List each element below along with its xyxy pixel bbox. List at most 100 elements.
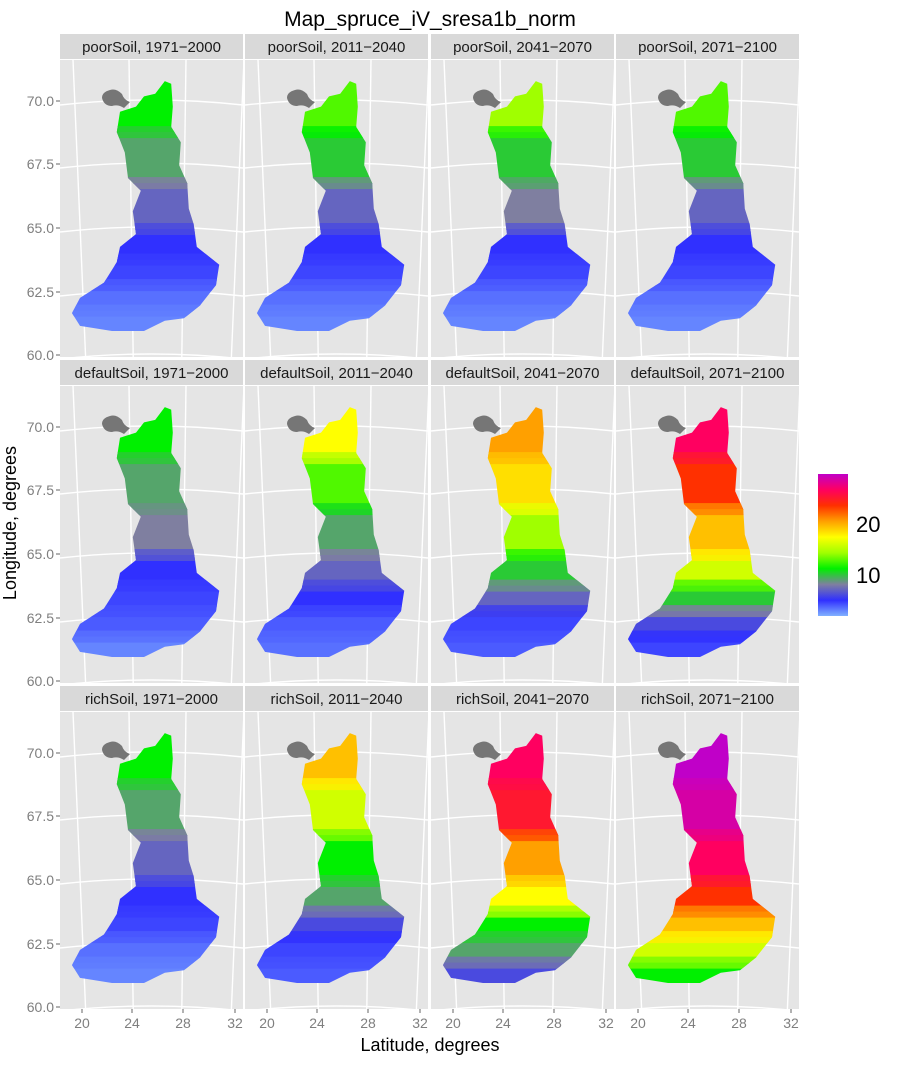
y-tick-label: 65.0 (27, 872, 54, 888)
map-value-blend (72, 956, 220, 969)
facet-panel: poorSoil, 2071−2100 (615, 34, 801, 360)
legend-colorbar (818, 474, 848, 616)
x-tick-label: 32 (598, 1015, 614, 1031)
y-tick-label: 70.0 (27, 93, 54, 109)
x-tick-label: 24 (124, 1015, 140, 1031)
grid-line (601, 711, 616, 1010)
x-tick-label: 28 (546, 1015, 562, 1031)
map-value-blend (628, 304, 776, 317)
map-value-blend (628, 956, 776, 969)
facet-label: richSoil, 2041−2070 (456, 691, 589, 708)
grid-line (230, 59, 245, 358)
map-value-blend (257, 304, 405, 317)
facet-panel: richSoil, 2071−2100 (615, 686, 801, 1012)
x-tick-label: 28 (175, 1015, 191, 1031)
no-data-region (102, 741, 130, 760)
facet-panel: defaultSoil, 2041−2070 (430, 360, 616, 686)
facet-strip (616, 34, 799, 59)
no-data-region (658, 741, 686, 760)
map-value-blend (443, 503, 591, 516)
grid-line (415, 711, 430, 1010)
no-data-region (287, 415, 315, 434)
x-tick-label: 20 (74, 1015, 90, 1031)
map-value-blend (443, 630, 591, 643)
panel-grid: poorSoil, 1971−2000 poorSoil, 2011−2040 po… (59, 34, 801, 1012)
no-data-region (287, 741, 315, 760)
map-value-blend (257, 956, 405, 969)
y-tick-label: 60.0 (27, 673, 54, 689)
facet-label: poorSoil, 2041−2070 (453, 39, 592, 56)
facet-strip (616, 686, 799, 711)
facet-panel: defaultSoil, 2011−2040 (244, 360, 430, 686)
facet-strip (245, 360, 428, 385)
x-axis-title: Latitude, degrees (360, 1035, 499, 1055)
y-tick-label: 62.5 (27, 936, 54, 952)
facet-panel: defaultSoil, 2071−2100 (615, 360, 801, 686)
grid-line (230, 385, 245, 684)
y-tick-label: 60.0 (27, 347, 54, 363)
no-data-region (473, 741, 501, 760)
map-value-blend (628, 503, 776, 516)
grid-line (244, 353, 429, 360)
grid-line (786, 59, 801, 358)
x-tick-label: 20 (630, 1015, 646, 1031)
x-tick-label: 20 (259, 1015, 275, 1031)
no-data-region (658, 415, 686, 434)
facet-panel: poorSoil, 2011−2040 (244, 34, 430, 360)
legend-tick-label: 20 (856, 512, 880, 537)
y-tick-label: 67.5 (27, 482, 54, 498)
facet-label: defaultSoil, 2071−2100 (631, 365, 785, 382)
no-data-region (287, 89, 315, 108)
facet-label: poorSoil, 1971−2000 (82, 39, 221, 56)
facet-strip (60, 360, 243, 385)
map-value-blend (628, 931, 776, 944)
map-value-blend (72, 279, 220, 292)
facet-panel: poorSoil, 2041−2070 (430, 34, 616, 360)
y-tick-label: 62.5 (27, 284, 54, 300)
facet-panel: richSoil, 2041−2070 (430, 686, 616, 1012)
map-value-blend (443, 279, 591, 292)
facet-label: poorSoil, 2011−2040 (268, 39, 406, 56)
grid-line (430, 353, 615, 360)
no-data-region (102, 89, 130, 108)
map-value-blend (628, 605, 776, 618)
map-value-blend (443, 304, 591, 317)
y-tick-label: 70.0 (27, 419, 54, 435)
map-value-blend (257, 279, 405, 292)
y-tick-label: 60.0 (27, 999, 54, 1015)
map-value-blend (257, 630, 405, 643)
map-value-blend (628, 630, 776, 643)
map-value-blend (72, 931, 220, 944)
grid-line (430, 679, 615, 686)
grid-line (615, 679, 800, 686)
x-tick-label: 28 (731, 1015, 747, 1031)
y-tick-label: 65.0 (27, 220, 54, 236)
grid-line (230, 711, 245, 1010)
facet-panel: poorSoil, 1971−2000 (59, 34, 245, 360)
map-value-blend (257, 605, 405, 618)
grid-line (615, 353, 800, 360)
grid-line (615, 1005, 800, 1012)
x-tick-label: 20 (445, 1015, 461, 1031)
no-data-region (102, 415, 130, 434)
map-value-blend (257, 503, 405, 516)
facet-panel: defaultSoil, 1971−2000 (59, 360, 245, 686)
facet-label: poorSoil, 2071−2100 (638, 39, 777, 56)
legend-tick-label: 10 (856, 563, 880, 588)
facet-label: defaultSoil, 2011−2040 (260, 365, 413, 382)
x-tick-label: 32 (227, 1015, 243, 1031)
y-tick-label: 67.5 (27, 808, 54, 824)
facet-panel: richSoil, 2011−2040 (244, 686, 430, 1012)
y-tick-label: 67.5 (27, 156, 54, 172)
map-value-blend (72, 304, 220, 317)
x-axis: 20 24 28 32 20 24 28 32 20 24 28 32 20 24 28 32 (74, 1009, 799, 1031)
grid-line (786, 385, 801, 684)
no-data-region (473, 415, 501, 434)
x-tick-label: 24 (495, 1015, 511, 1031)
x-tick-label: 24 (309, 1015, 325, 1031)
x-tick-label: 32 (412, 1015, 428, 1031)
facet-strip (431, 34, 614, 59)
x-tick-label: 24 (680, 1015, 696, 1031)
